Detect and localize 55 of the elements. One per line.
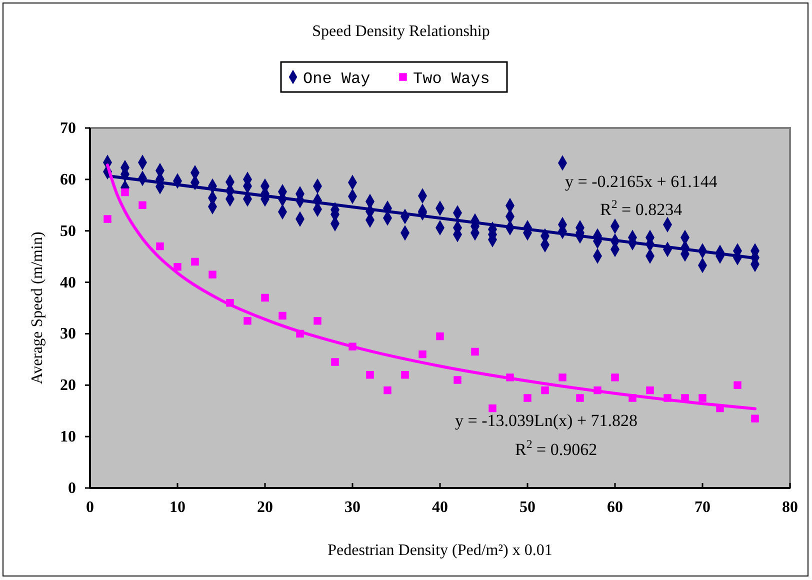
point: [576, 394, 584, 402]
x-tick-label: 30: [344, 499, 360, 516]
point: [244, 316, 252, 325]
point: [121, 188, 129, 196]
point: [611, 374, 619, 382]
point: [138, 201, 146, 210]
x-tick-label: 0: [86, 499, 94, 516]
point: [314, 316, 322, 325]
point: [436, 332, 444, 340]
point: [541, 386, 549, 394]
point: [261, 294, 269, 302]
annotation: y = -0.2165x + 61.144: [565, 172, 718, 191]
point: [734, 381, 742, 390]
y-tick-label: 70: [60, 120, 76, 137]
point: [524, 394, 532, 402]
point: [558, 374, 566, 382]
x-tick-label: 50: [520, 499, 536, 516]
x-tick-label: 70: [694, 499, 710, 516]
point: [401, 370, 409, 379]
point: [698, 394, 706, 402]
y-tick-label: 30: [60, 326, 76, 343]
y-tick-label: 10: [60, 428, 76, 446]
legend-label: Two Ways: [413, 70, 490, 88]
y-tick-label: 20: [60, 377, 76, 394]
y-tick-label: 0: [68, 480, 76, 497]
x-tick-label: 20: [257, 499, 273, 516]
point: [366, 370, 374, 379]
y-tick-label: 60: [60, 171, 76, 188]
annotation: y = -13.039Ln(x) + 71.828: [455, 411, 638, 430]
x-tick-label: 80: [782, 499, 798, 516]
point: [174, 262, 182, 271]
point: [646, 386, 654, 394]
point: [384, 386, 392, 394]
legend-label: One Way: [303, 70, 371, 88]
chart-title: Speed Density Relationship: [312, 23, 490, 40]
x-tick-label: 60: [607, 499, 623, 516]
point: [191, 258, 199, 266]
point: [454, 376, 462, 384]
annotation: R$^{2}$ = 0.8234: [600, 197, 683, 219]
point: [104, 215, 112, 223]
x-tick-label: 10: [170, 499, 186, 516]
point: [208, 270, 216, 278]
x-axis-title: Pedestrian Density (Ped/m²) x 0.01: [328, 542, 552, 559]
point: [156, 242, 164, 250]
y-tick-label: 40: [60, 274, 76, 292]
x-tick-label: 40: [432, 499, 448, 516]
point: [278, 312, 286, 320]
point: [418, 350, 426, 358]
annotation: R$^{2}$ = 0.9062: [515, 437, 598, 459]
y-tick-label: 50: [60, 222, 76, 240]
point: [488, 404, 496, 412]
y-axis-title: Average Speed (m/min): [29, 232, 46, 384]
point: [331, 358, 339, 366]
point: [471, 348, 479, 356]
point: [751, 414, 759, 422]
